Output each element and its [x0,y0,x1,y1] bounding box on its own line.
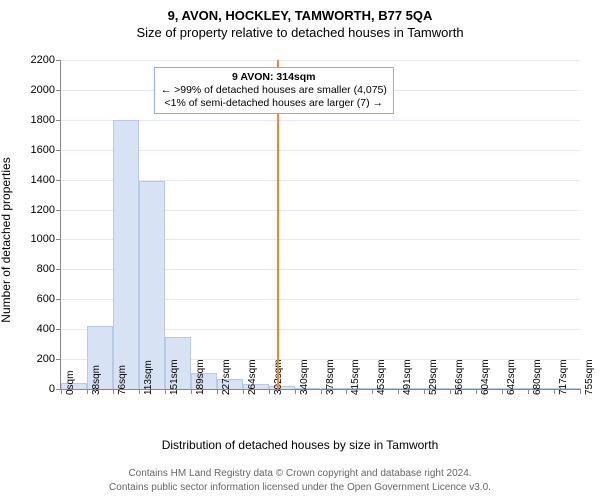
x-tick-label: 38sqm [91,365,102,395]
x-tick-label: 491sqm [402,359,413,395]
y-tick-label: 600 [37,293,61,305]
x-tick-label: 529sqm [428,359,439,395]
x-axis-label: Distribution of detached houses by size … [0,438,600,452]
x-tick-label: 0sqm [65,371,76,395]
x-tick-mark [139,389,140,394]
y-tick-label: 2200 [31,54,61,66]
x-tick-mark [528,389,529,394]
x-tick-mark [61,389,62,394]
x-tick-label: 151sqm [169,359,180,395]
gridline [61,60,580,61]
y-axis-label: Number of detached properties [0,157,13,322]
x-tick-mark [217,389,218,394]
x-tick-label: 566sqm [454,359,465,395]
x-tick-label: 264sqm [247,359,258,395]
x-tick-label: 76sqm [117,365,128,395]
x-tick-label: 604sqm [480,359,491,395]
y-tick-label: 0 [49,383,61,395]
annotation-line2: ← >99% of detached houses are smaller (4… [161,84,387,97]
x-tick-mark [191,389,192,394]
x-tick-mark [346,389,347,394]
title-address: 9, AVON, HOCKLEY, TAMWORTH, B77 5QA [0,8,600,23]
y-tick-label: 1200 [31,204,61,216]
y-tick-label: 1000 [31,233,61,245]
annotation-box: 9 AVON: 314sqm ← >99% of detached houses… [154,67,394,114]
y-tick-label: 800 [37,263,61,275]
y-tick-label: 1800 [31,114,61,126]
x-tick-label: 717sqm [558,359,569,395]
x-tick-label: 378sqm [325,359,336,395]
plot-area: 0200400600800100012001400160018002000220… [60,60,580,390]
gridline [61,120,580,121]
x-tick-mark [424,389,425,394]
y-tick-label: 400 [37,323,61,335]
x-tick-label: 453sqm [376,359,387,395]
annotation-line3: <1% of semi-detached houses are larger (… [161,97,387,110]
gridline [61,150,580,151]
x-tick-mark [554,389,555,394]
y-tick-label: 2000 [31,84,61,96]
x-tick-label: 227sqm [221,359,232,395]
x-tick-mark [450,389,451,394]
x-tick-mark [321,389,322,394]
x-tick-mark [502,389,503,394]
x-tick-mark [87,389,88,394]
y-tick-label: 1400 [31,174,61,186]
chart-titles: 9, AVON, HOCKLEY, TAMWORTH, B77 5QA Size… [0,0,600,40]
footer-line1: Contains HM Land Registry data © Crown c… [10,467,590,481]
x-tick-label: 642sqm [506,359,517,395]
x-tick-mark [113,389,114,394]
footer-line2: Contains public sector information licen… [10,481,590,495]
histogram-bar [139,181,165,389]
x-tick-mark [269,389,270,394]
x-tick-mark [372,389,373,394]
x-tick-mark [398,389,399,394]
title-subtitle: Size of property relative to detached ho… [0,25,600,40]
chart-container: Number of detached properties 0200400600… [0,60,600,420]
histogram-bar [113,120,139,389]
x-tick-mark [243,389,244,394]
x-tick-label: 113sqm [143,360,154,395]
x-tick-label: 680sqm [532,359,543,395]
x-tick-label: 755sqm [584,359,595,395]
x-tick-mark [580,389,581,394]
annotation-line1: 9 AVON: 314sqm [161,71,387,84]
x-tick-mark [165,389,166,394]
x-tick-label: 189sqm [195,359,206,395]
footer-credits: Contains HM Land Registry data © Crown c… [10,467,590,494]
x-tick-label: 340sqm [299,359,310,395]
x-tick-label: 415sqm [350,359,361,395]
x-tick-mark [476,389,477,394]
x-tick-mark [295,389,296,394]
y-tick-label: 1600 [31,144,61,156]
y-tick-label: 200 [37,353,61,365]
